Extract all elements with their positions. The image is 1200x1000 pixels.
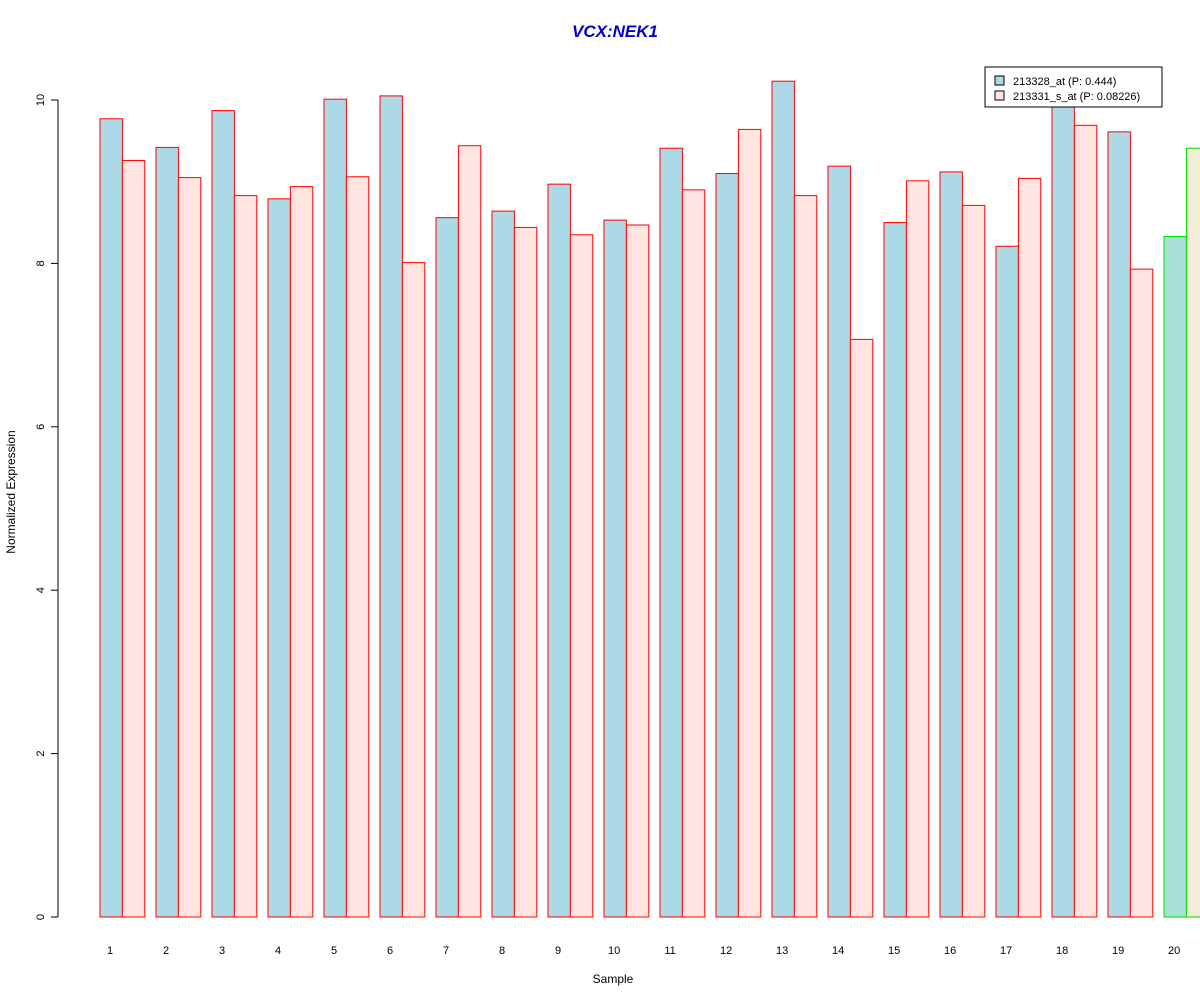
bar-sample-20-series-1 [1163,235,1187,918]
legend-label-213331: 213331_s_at (P: 0.08226) [1013,91,1140,103]
bar-sample-4-series-2 [289,186,314,918]
bar-sample-8-series-2 [513,226,538,918]
x-tick-label: 18 [1056,945,1068,957]
x-tick-label: 14 [832,945,844,957]
x-tick-label: 19 [1112,945,1124,957]
y-tick-label: 0 [35,914,47,920]
y-axis: 0 2 4 6 8 10 [35,94,59,920]
bar-sample-9-series-1 [547,183,571,918]
x-tick-label: 20 [1168,945,1180,957]
x-tick-label: 12 [720,945,732,957]
bar-sample-10-series-1 [603,219,627,918]
legend-swatch-213328 [994,75,1005,86]
x-tick-label: 4 [275,945,281,957]
x-tick-label: 17 [1000,945,1012,957]
legend-box [984,66,1163,108]
y-tick-label: 8 [35,260,47,266]
chart-title: VCX:NEK1 [572,22,658,41]
bar-sample-7-series-1 [435,217,459,918]
bar-sample-5-series-1 [323,98,347,918]
bar-sample-16-series-2 [961,204,986,918]
bar-sample-13-series-1 [771,80,795,918]
bar-sample-6-series-2 [401,262,426,918]
x-tick-label: 11 [664,945,675,957]
x-tick-label: 16 [944,945,956,957]
bar-sample-12-series-1 [715,173,739,918]
bar-sample-17-series-1 [995,245,1019,918]
bar-sample-3-series-1 [211,110,235,918]
x-tick-label: 15 [888,945,900,957]
bar-sample-6-series-1 [379,95,403,918]
x-tick-label: 3 [219,945,225,957]
y-axis-label: Normalized Expression [4,430,18,553]
bar-sample-18-series-2 [1073,124,1098,918]
bar-sample-4-series-1 [267,198,291,918]
x-axis-tick-labels: 1234567891011121314151617181920212223242… [107,945,1180,957]
bar-sample-14-series-1 [827,165,851,918]
bar-sample-16-series-1 [939,171,963,918]
y-tick-label: 10 [35,94,47,106]
bar-sample-10-series-2 [625,224,650,918]
x-tick-label: 1 [107,945,113,957]
y-tick-label: 4 [35,587,47,593]
bar-sample-9-series-2 [569,234,594,918]
bar-sample-19-series-2 [1129,268,1154,918]
bar-sample-15-series-1 [883,222,907,918]
bar-sample-1-series-1 [99,118,123,918]
bars-layer [99,80,1200,918]
legend-swatch-213331 [994,90,1005,101]
x-tick-label: 13 [776,945,788,957]
y-tick-label: 6 [35,424,47,430]
bar-sample-13-series-2 [793,195,818,918]
bar-sample-1-series-2 [121,159,146,918]
bar-sample-3-series-2 [233,195,258,918]
x-tick-label: 7 [443,945,449,957]
x-tick-label: 6 [387,945,393,957]
bar-sample-8-series-1 [491,210,515,918]
bar-sample-5-series-2 [345,176,370,918]
bar-sample-18-series-1 [1051,85,1075,918]
x-tick-label: 8 [499,945,505,957]
x-tick-label: 2 [163,945,169,957]
bar-sample-19-series-1 [1107,131,1131,918]
legend: 213328_at (P: 0.444) 213331_s_at (P: 0.0… [984,66,1163,108]
x-axis-label: Sample [593,972,634,986]
legend-label-213328: 213328_at (P: 0.444) [1013,76,1116,88]
x-tick-label: 5 [331,945,337,957]
bar-sample-17-series-2 [1017,177,1042,918]
bar-sample-14-series-2 [849,338,874,918]
bar-sample-2-series-1 [155,146,179,918]
y-tick-label: 2 [35,751,47,757]
bar-sample-12-series-2 [737,128,762,918]
bar-sample-11-series-1 [659,147,683,918]
bar-sample-2-series-2 [177,177,202,918]
bar-sample-7-series-2 [457,145,482,918]
x-tick-label: 9 [555,945,561,957]
bar-sample-20-series-2 [1185,147,1200,918]
bar-sample-11-series-2 [681,189,706,918]
x-tick-label: 10 [608,945,620,957]
bar-sample-15-series-2 [905,180,930,918]
